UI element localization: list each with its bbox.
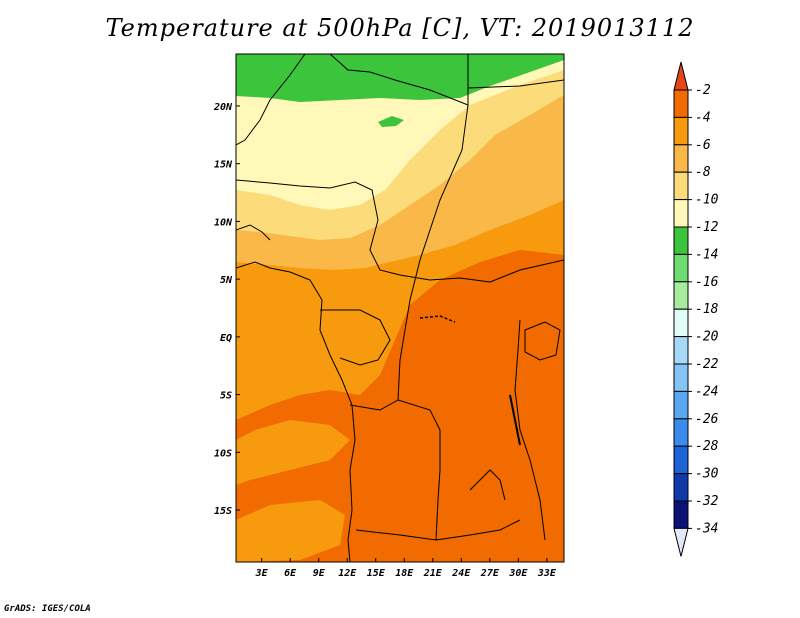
contour-fill-green — [236, 54, 564, 102]
colorbar-label: -14 — [695, 247, 718, 262]
colorbar-label: -34 — [695, 521, 718, 536]
colorbar-label: -24 — [695, 384, 718, 399]
border-nigeria — [236, 224, 271, 241]
river-congo — [419, 315, 456, 323]
colorbar-box — [673, 473, 689, 502]
border-angola-north — [349, 399, 399, 411]
colorbar-label: -2 — [695, 83, 711, 98]
border-gabon — [320, 309, 391, 366]
lat-tick-label: 20N — [213, 102, 233, 113]
colorbar-label: -18 — [695, 302, 719, 317]
lon-tick-label: 33E — [537, 568, 557, 579]
colorbar-box — [673, 171, 689, 201]
border-northwest — [236, 54, 306, 146]
lat-tick-label: EQ — [220, 333, 232, 344]
colorbar-box — [673, 116, 689, 146]
lon-tick-label: 15E — [367, 568, 386, 579]
lat-tick-label: 15N — [214, 160, 233, 171]
latitude-axis: 20N 15N 10N 5N EQ 5S 10S 15S — [213, 102, 240, 517]
colorbar-box — [673, 226, 689, 255]
colorbar-label: -6 — [695, 138, 711, 153]
country-borders — [236, 54, 564, 562]
colorbar-box — [673, 253, 689, 283]
lat-tick-label: 10N — [214, 217, 233, 228]
lon-tick-label: 27E — [480, 568, 500, 579]
colorbar-box — [673, 199, 689, 228]
colorbar-label: -16 — [695, 275, 719, 290]
colorbar-box — [673, 363, 689, 392]
map-title: Temperature at 500hPa [C], VT: 201901311… — [105, 14, 695, 42]
contour-fill-orange-s — [236, 500, 345, 562]
colorbar-box — [673, 281, 689, 310]
lat-tick-label: 5S — [220, 391, 232, 402]
colorbar-label: -4 — [695, 110, 711, 125]
border-central — [397, 104, 469, 541]
colorbar-box — [673, 336, 689, 365]
colorbar-label: -22 — [695, 357, 719, 372]
border-south — [355, 519, 521, 541]
lon-tick-label: 30E — [508, 568, 528, 579]
colorbar-box — [673, 445, 689, 475]
border-egypt — [467, 79, 564, 89]
colorbar-label: -8 — [695, 165, 711, 180]
lake-tanganyika — [509, 394, 521, 446]
border-east — [514, 319, 546, 541]
border-zambia — [469, 469, 506, 501]
lat-tick-label: 10S — [214, 448, 232, 459]
colorbar-box — [673, 144, 689, 173]
contour-fill-green-patch — [378, 116, 404, 127]
colorbar-triangle-top — [673, 61, 689, 91]
colorbar-box — [673, 390, 689, 420]
colorbar: -2 -4 -6 -8 -10 -12 -14 -16 -18 -20 -22 -24 -26 -28 -3… — [673, 61, 719, 557]
colorbar-box — [673, 89, 689, 118]
lon-tick-label: 18E — [395, 568, 414, 579]
coastline-west — [236, 261, 356, 562]
lon-tick-label: 3E — [255, 568, 269, 579]
lon-tick-label: 6E — [284, 568, 297, 579]
temperature-field — [236, 54, 564, 562]
colorbar-label: -20 — [695, 330, 719, 345]
border-sahel — [236, 179, 564, 283]
lon-tick-label: 9E — [313, 568, 326, 579]
map-frame — [235, 53, 565, 563]
colorbar-label: -28 — [695, 439, 719, 454]
lat-tick-label: 5N — [220, 275, 233, 286]
longitude-axis: 3E 6E 9E 12E 15E 18E 21E 24E 27E 30E 33E — [255, 558, 557, 579]
colorbar-triangle-bottom — [673, 527, 689, 557]
lon-tick-label: 24E — [451, 568, 471, 579]
colorbar-label: -32 — [695, 494, 719, 509]
colorbar-label: -30 — [695, 467, 719, 482]
lake-victoria — [524, 321, 561, 361]
colorbar-box — [673, 418, 689, 447]
colorbar-label: -10 — [695, 193, 719, 208]
colorbar-label: -26 — [695, 412, 719, 427]
contour-fill-orange-sw — [236, 420, 350, 485]
lat-tick-label: 15S — [214, 506, 232, 517]
colorbar-box — [673, 500, 689, 529]
lon-tick-label: 21E — [423, 568, 443, 579]
colorbar-label: -12 — [695, 220, 719, 235]
colorbar-box — [673, 308, 689, 338]
lon-tick-label: 12E — [338, 568, 357, 579]
grads-credit: GrADS: IGES/COLA — [4, 604, 91, 614]
